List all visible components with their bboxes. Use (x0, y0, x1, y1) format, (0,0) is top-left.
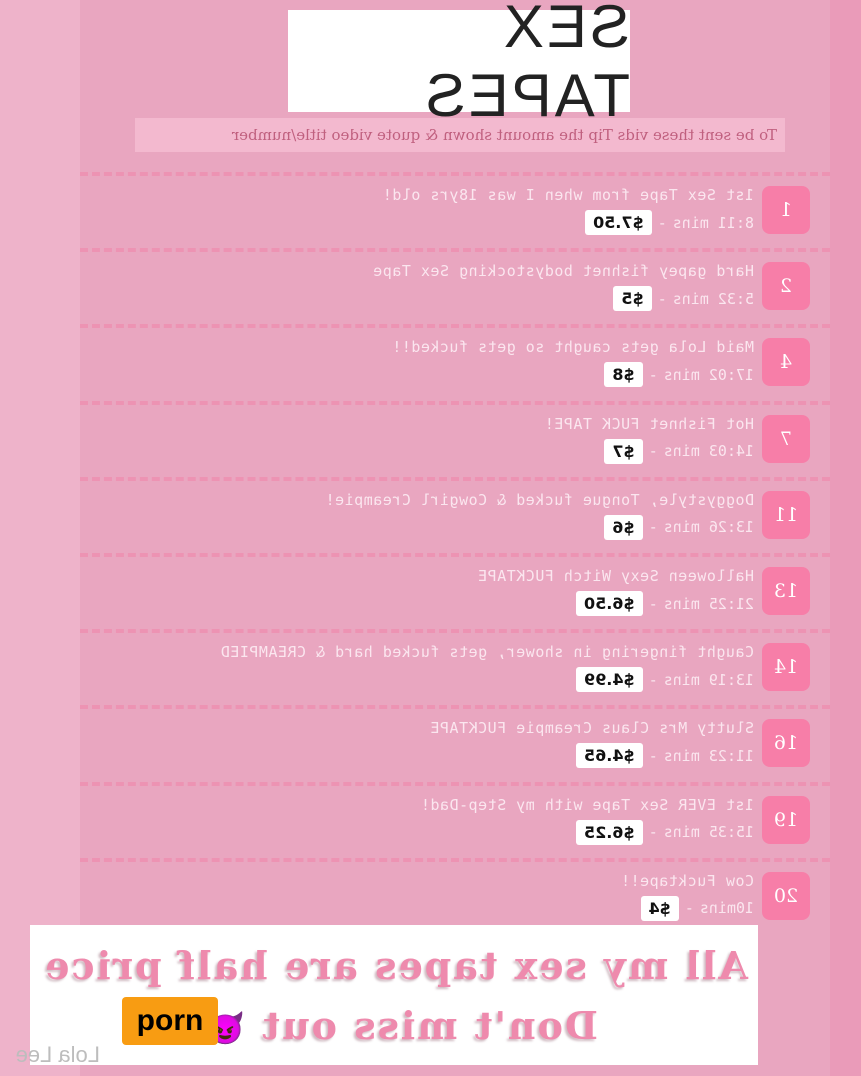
video-title: Doggystyle, Tongue fucked & Cowgirl Crea… (325, 490, 754, 509)
page-title: SEX TAPES (422, 0, 630, 129)
video-list-item: 20 Cow Fucktape!! 10mins - $4 (80, 868, 810, 932)
video-meta: 11:23 mins - $4.65 (576, 743, 754, 769)
video-number-badge: 4 (762, 338, 810, 387)
video-duration: 14:03 mins (663, 442, 754, 461)
video-meta: 8:11 mins - $7.50 (585, 210, 754, 235)
video-duration: 13:26 mins (663, 518, 754, 537)
video-duration: 15:35 mins (663, 823, 754, 842)
video-number-badge: 13 (762, 567, 810, 615)
title-box: SEX TAPES (288, 0, 630, 129)
video-price: $4.99 (576, 667, 643, 693)
dashed-divider (80, 172, 830, 176)
video-title: Slutty Mrs Claus Creampie FUCKTAPE (429, 719, 754, 738)
video-price: $8 (604, 362, 643, 388)
video-meta: 13:19 mins - $4.99 (576, 667, 754, 693)
video-meta: 17:02 mins - $8 (604, 362, 754, 388)
video-title: 1st EVER Sex Tape with my Step-Dad! (420, 795, 754, 814)
video-title: Caught fingering in shower, gets fucked … (220, 643, 754, 662)
video-meta: 5:32 mins - $5 (613, 286, 754, 312)
separator-dash: - (648, 670, 658, 689)
video-duration: 11:23 mins (663, 746, 754, 765)
separator-dash: - (684, 899, 694, 918)
video-duration: 10mins (699, 899, 754, 918)
signature: Lola Lee (15, 1042, 100, 1067)
video-price: $6.25 (576, 819, 643, 845)
dashed-divider (80, 857, 830, 862)
video-number-badge: 1 (762, 186, 810, 234)
dashed-divider (80, 781, 830, 786)
video-duration: 8:11 mins (672, 213, 754, 232)
separator-dash: - (657, 213, 667, 232)
video-title: Halloween Sexy Witch FUCKTAPE (477, 567, 754, 585)
separator-dash: - (648, 746, 658, 765)
promo-line-2: Don't miss out 😈 (203, 1003, 598, 1048)
video-price: $4 (640, 895, 679, 921)
video-meta: 10mins - $4 (640, 895, 754, 921)
video-price: $5 (613, 286, 652, 312)
instructions-banner: To be sent these vids Tip the amount sho… (135, 118, 785, 152)
separator-dash: - (648, 594, 658, 613)
separator-dash: - (648, 823, 658, 842)
video-title: Hard gapey fishnet bodystocking Sex Tape (372, 262, 754, 281)
video-list-item: 11 Doggystyle, Tongue fucked & Cowgirl C… (80, 487, 810, 551)
video-list-item: 16 Slutty Mrs Claus Creampie FUCKTAPE 11… (80, 715, 810, 779)
video-price: $6.50 (576, 591, 643, 616)
dashed-divider (80, 629, 830, 634)
video-price: $7 (604, 438, 643, 464)
video-title: 1st Sex Tape from when I was 18yrs old! (382, 186, 754, 204)
video-list-item: 13 Halloween Sexy Witch FUCKTAPE 21:25 m… (80, 563, 810, 627)
video-price: $6 (604, 514, 643, 540)
video-duration: 5:32 mins (672, 289, 754, 308)
video-number-badge: 14 (762, 643, 810, 692)
separator-dash: - (648, 518, 658, 537)
video-price: $7.50 (585, 210, 652, 235)
watermark-badge: porn (122, 997, 218, 1045)
video-duration: 17:02 mins (663, 365, 754, 384)
video-title: Maid Lola gets caught so gets fucked!! (391, 338, 754, 357)
dashed-divider (80, 324, 830, 329)
video-meta: 21:25 mins - $6.50 (576, 591, 754, 616)
video-price: $4.65 (576, 743, 643, 769)
video-meta: 13:26 mins - $6 (604, 514, 754, 540)
separator-dash: - (648, 442, 658, 461)
video-number-badge: 2 (762, 262, 810, 311)
dashed-divider (80, 476, 830, 481)
separator-dash: - (657, 289, 667, 308)
video-number-badge: 7 (762, 414, 810, 463)
video-list-item: 19 1st EVER Sex Tape with my Step-Dad! 1… (80, 792, 810, 856)
video-list-item: 7 Hot Fishnet FUCK TAPE! 14:03 mins - $7 (80, 411, 810, 475)
video-title: Cow Fucktape!! (620, 871, 754, 890)
video-list-item: 14 Caught fingering in shower, gets fuck… (80, 639, 810, 703)
video-list-item: 1 1st Sex Tape from when I was 18yrs old… (80, 182, 810, 246)
video-list-item: 2 Hard gapey fishnet bodystocking Sex Ta… (80, 258, 810, 322)
video-duration: 21:25 mins (663, 594, 754, 613)
video-meta: 15:35 mins - $6.25 (576, 819, 754, 845)
video-title: Hot Fishnet FUCK TAPE! (544, 414, 754, 433)
dashed-divider (80, 400, 830, 405)
dashed-divider (80, 705, 830, 710)
video-number-badge: 11 (762, 490, 810, 539)
video-list-item: 4 Maid Lola gets caught so gets fucked!!… (80, 334, 810, 398)
dashed-divider (80, 553, 830, 557)
video-number-badge: 19 (762, 795, 810, 844)
video-duration: 13:19 mins (663, 670, 754, 689)
promo-line-2-text: Don't miss out (260, 1003, 598, 1048)
video-meta: 14:03 mins - $7 (604, 438, 754, 464)
video-number-badge: 16 (762, 719, 810, 768)
video-number-badge: 20 (762, 871, 810, 920)
separator-dash: - (648, 365, 658, 384)
promo-line-1: All my sex tapes are half price (43, 943, 748, 988)
dashed-divider (80, 248, 830, 253)
